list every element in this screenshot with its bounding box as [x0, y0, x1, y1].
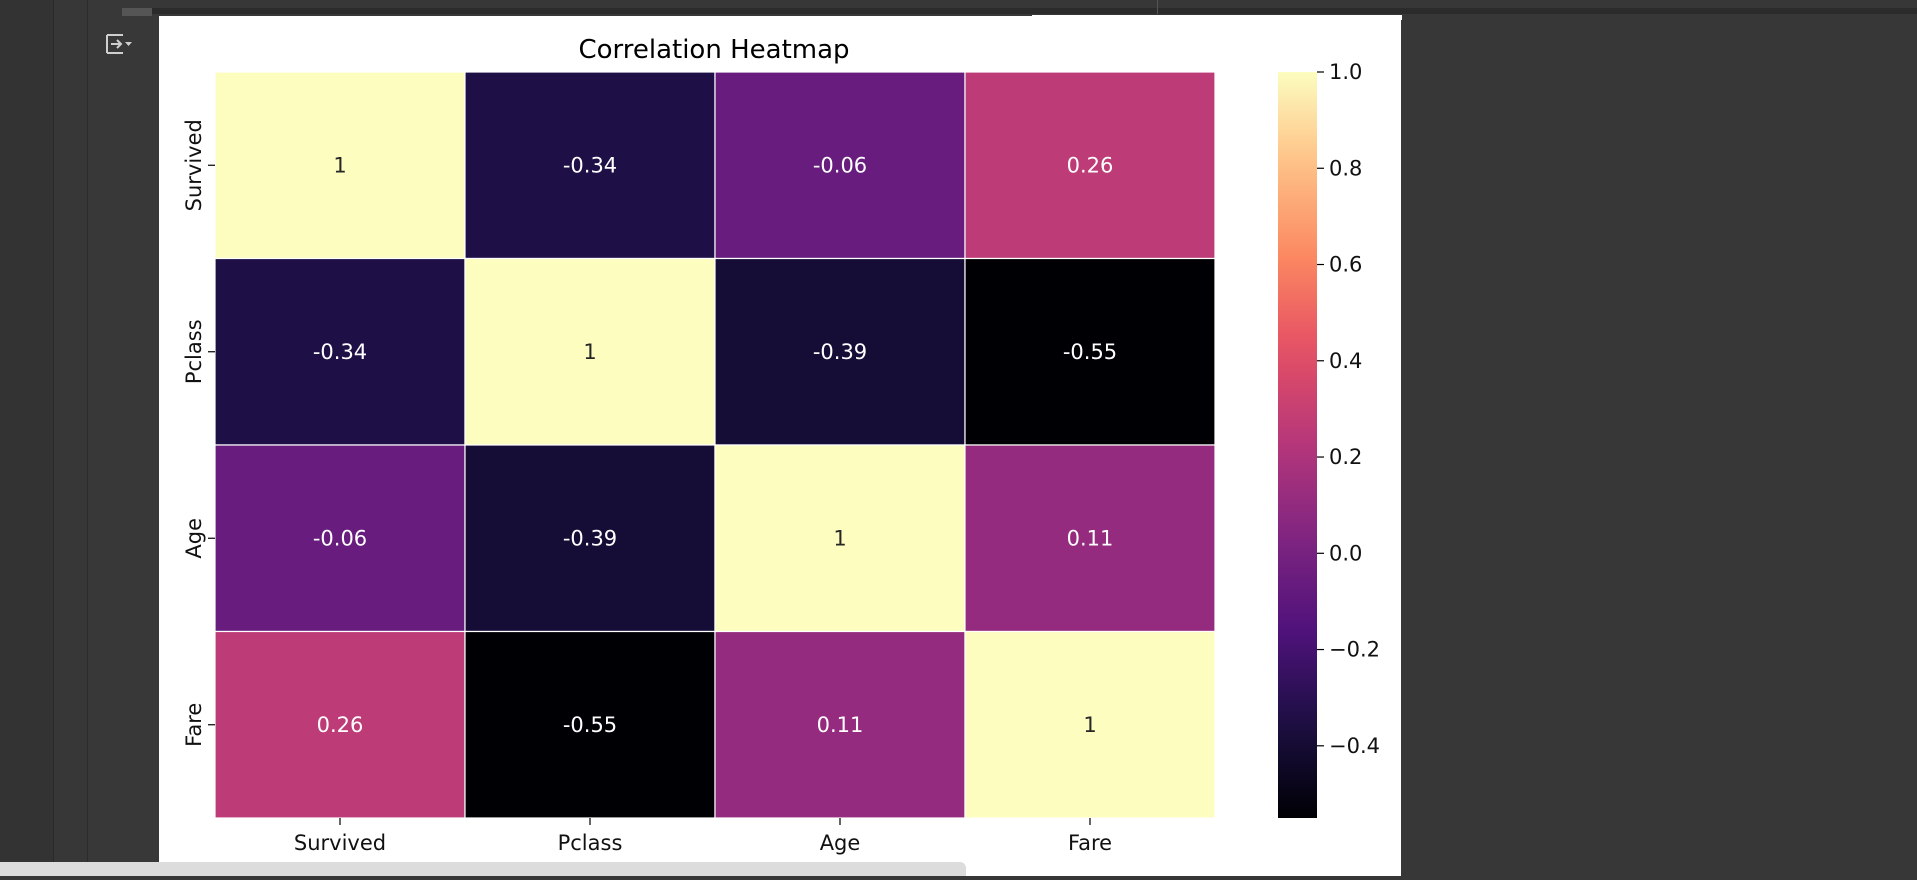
cell-annotation: -0.55 [563, 713, 617, 737]
heatmap-cell [714, 630, 966, 819]
y-tick-label: Fare [182, 703, 206, 747]
heatmap-figure: Correlation Heatmap 1 -0.34 -0.06 0.26 -0.34… [159, 16, 1401, 876]
colorbar-tick-label: 0.6 [1329, 253, 1362, 277]
cell-annotation: -0.39 [813, 340, 867, 364]
cell-annotation: -0.06 [813, 153, 867, 177]
cell-annotation: 1 [1083, 713, 1096, 737]
cell-annotation: 1 [833, 526, 846, 550]
expand-output-icon [106, 34, 132, 54]
correlation-heatmap-chart: Correlation Heatmap 1 -0.34 -0.06 0.26 -0.34… [182, 35, 1380, 855]
heatmap-cell [214, 444, 466, 633]
heatmap-cell [464, 444, 716, 633]
x-tick-label: Age [820, 831, 861, 855]
y-tick-label: Pclass [182, 319, 206, 384]
x-tick-label: Survived [294, 831, 386, 855]
cell-annotation: 1 [333, 153, 346, 177]
colorbar-tick-label: 0.2 [1329, 445, 1362, 469]
heatmap-cell [214, 630, 466, 819]
heatmap-cell [964, 630, 1216, 819]
expand-output-button[interactable] [100, 26, 136, 62]
y-tick-label: Survived [182, 119, 206, 211]
x-tick-label: Pclass [558, 831, 623, 855]
cell-annotation: 0.26 [1067, 153, 1114, 177]
cell-annotation: -0.55 [1063, 340, 1117, 364]
cell-divider-tick [1157, 0, 1158, 14]
y-tick-label: Age [182, 518, 206, 559]
heatmap-cell [964, 444, 1216, 633]
heatmap-cell [464, 71, 716, 260]
editor-gutter [0, 0, 54, 876]
cell-annotation: -0.39 [563, 526, 617, 550]
cell-output-toolbar [87, 0, 160, 876]
colorbar-tick-label: 0.4 [1329, 349, 1362, 373]
colorbar-tick-label: −0.4 [1329, 734, 1380, 758]
cell-annotation: 0.11 [1067, 526, 1114, 550]
cell-annotation: 0.11 [817, 713, 864, 737]
cell-annotation: -0.34 [563, 153, 617, 177]
cell-annotation: -0.34 [313, 340, 367, 364]
cell-marker [122, 8, 152, 16]
heatmap-cell [964, 257, 1216, 446]
colorbar-tick-label: 1.0 [1329, 60, 1362, 84]
cell-annotation: -0.06 [313, 526, 367, 550]
colorbar-tick-label: −0.2 [1329, 638, 1380, 662]
cell-annotation: 1 [583, 340, 596, 364]
colorbar-tick-label: 0.0 [1329, 541, 1362, 565]
x-tick-label: Fare [1068, 831, 1112, 855]
heatmap-cell [214, 71, 466, 260]
cell-annotation: 0.26 [317, 713, 364, 737]
heatmap-cell [964, 71, 1216, 260]
colorbar [1278, 72, 1317, 818]
heatmap-cell [714, 444, 966, 633]
horizontal-scrollbar[interactable] [0, 862, 966, 876]
colorbar-tick-label: 0.8 [1329, 156, 1362, 180]
chart-title: Correlation Heatmap [578, 35, 849, 65]
cell-divider [150, 8, 1917, 14]
